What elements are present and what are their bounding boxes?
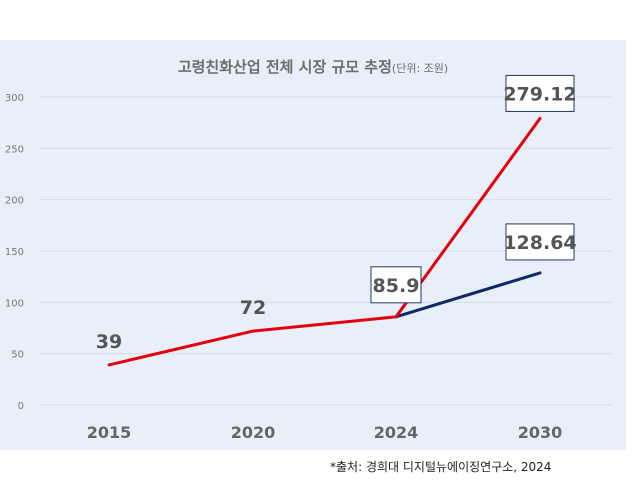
- source-note: *출처: 경희대 디지털뉴에이징연구소, 2024: [330, 460, 552, 474]
- series-lines: [107, 116, 542, 367]
- data-label: 279.12: [503, 83, 576, 105]
- y-tick-label: 150: [5, 247, 24, 258]
- y-axis: 0 50 100 150 200 250 300: [5, 93, 24, 412]
- data-label-frame: [505, 223, 575, 261]
- data-label: 128.64: [503, 232, 576, 254]
- data-label-frame: [505, 74, 575, 112]
- x-axis: 2015 2020 2024 2030: [87, 423, 563, 442]
- data-label: 39: [96, 331, 122, 353]
- data-label-box: 85.9: [370, 266, 422, 304]
- series-line-base: [394, 271, 542, 319]
- chart-unit-note: (단위: 조원): [392, 62, 448, 75]
- chart-area: 고령친화산업 전체 시장 규모 추정(단위: 조원) 0 50 100 150 200 2…: [0, 40, 626, 450]
- x-tick-label: 2024: [374, 423, 419, 442]
- series-line-high: [107, 116, 542, 367]
- chart-title-text: 고령친화산업 전체 시장 규모 추정: [178, 58, 392, 76]
- data-labels: 39 72 279.12 85.9 128.64: [96, 74, 577, 353]
- x-tick-label: 2030: [518, 423, 563, 442]
- y-tick-label: 250: [5, 144, 24, 155]
- data-label-box: 279.12: [503, 74, 577, 112]
- data-label-box: 128.64: [503, 223, 577, 261]
- y-tick-label: 200: [5, 196, 24, 207]
- data-label: 85.9: [373, 275, 420, 297]
- data-label-frame: [370, 266, 422, 304]
- y-tick-label: 0: [18, 401, 24, 412]
- y-tick-label: 50: [11, 350, 24, 361]
- x-tick-label: 2015: [87, 423, 132, 442]
- data-label: 72: [240, 297, 266, 319]
- x-tick-label: 2020: [231, 423, 276, 442]
- y-tick-label: 100: [5, 298, 24, 309]
- y-tick-label: 300: [5, 93, 24, 104]
- line-chart: 고령친화산업 전체 시장 규모 추정(단위: 조원) 0 50 100 150 200 2…: [5, 58, 612, 442]
- chart-title: 고령친화산업 전체 시장 규모 추정(단위: 조원): [178, 58, 448, 76]
- gridlines: [40, 96, 612, 406]
